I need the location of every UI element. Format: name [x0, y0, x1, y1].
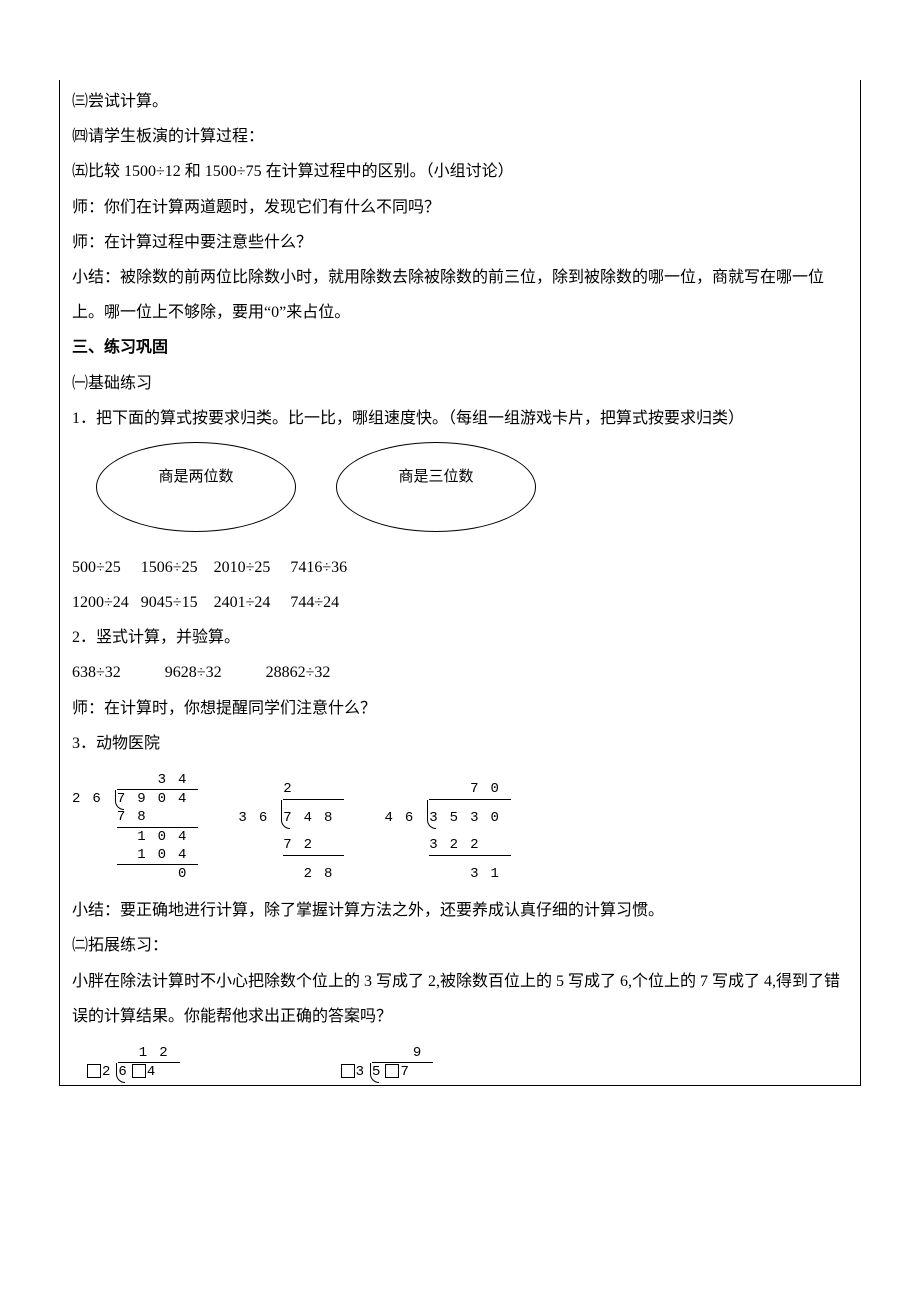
- long-division-3: 70 463530 322 31: [384, 771, 510, 883]
- long-division-2: 2 36748 72 28: [238, 771, 344, 883]
- category-ellipses: 商是两位数 商是三位数: [96, 442, 848, 532]
- expression-row: 1200÷24 9045÷15 2401÷24 744÷24: [72, 585, 848, 620]
- text-line: 小胖在除法计算时不小心把除数个位上的 3 写成了 2,被除数百位上的 5 写成了…: [72, 964, 848, 1034]
- text-line: ㈢尝试计算。: [72, 84, 848, 119]
- text-line: 3．动物医院: [72, 726, 848, 761]
- text-line: 小结：要正确地进行计算，除了掌握计算方法之外，还要养成认真仔细的计算习惯。: [72, 893, 848, 928]
- text-line: 小结：被除数的前两位比除数小时，就用除数去除被除数的前三位，除到被除数的哪一位，…: [72, 260, 848, 330]
- blank-box: [87, 1064, 101, 1078]
- text-line: 2．竖式计算，并验算。: [72, 620, 848, 655]
- text-line: 师：你们在计算两道题时，发现它们有什么不同吗？: [72, 190, 848, 225]
- expression-row: 500÷25 1506÷25 2010÷25 7416÷36: [72, 550, 848, 585]
- puzzle-division-2: 9 357: [340, 1044, 434, 1081]
- section-heading: 三、练习巩固: [72, 330, 848, 365]
- long-division-1: 34 267904 78 104 104 0: [72, 771, 198, 883]
- text-line: ㈤比较 1500÷12 和 1500÷75 在计算过程中的区别。（小组讨论）: [72, 154, 848, 189]
- ellipse-three-digit-quotient: 商是三位数: [336, 442, 536, 532]
- text-line: ㈣请学生板演的计算过程：: [72, 119, 848, 154]
- content-area: ㈢尝试计算。 ㈣请学生板演的计算过程： ㈤比较 1500÷12 和 1500÷7…: [60, 80, 860, 1085]
- text-line: ㈠基础练习: [72, 366, 848, 401]
- text-line: ㈡拓展练习：: [72, 928, 848, 963]
- ellipse-two-digit-quotient: 商是两位数: [96, 442, 296, 532]
- text-line: 1．把下面的算式按要求归类。比一比，哪组速度快。（每组一组游戏卡片，把算式按要求…: [72, 401, 848, 436]
- blank-box: [341, 1064, 355, 1078]
- puzzle-division-1: 12 264: [86, 1044, 180, 1081]
- page-frame: ㈢尝试计算。 ㈣请学生板演的计算过程： ㈤比较 1500÷12 和 1500÷7…: [59, 80, 861, 1086]
- blank-box: [132, 1064, 146, 1078]
- expression-row: 638÷32 9628÷32 28862÷32: [72, 655, 848, 690]
- puzzle-division-row: 12 264 9 357: [86, 1044, 848, 1081]
- text-line: 师：在计算过程中要注意些什么？: [72, 225, 848, 260]
- text-line: 师：在计算时，你想提醒同学们注意什么？: [72, 691, 848, 726]
- blank-box: [385, 1064, 399, 1078]
- long-division-row: 34 267904 78 104 104 0 2 36748 72 28 70 …: [72, 771, 848, 883]
